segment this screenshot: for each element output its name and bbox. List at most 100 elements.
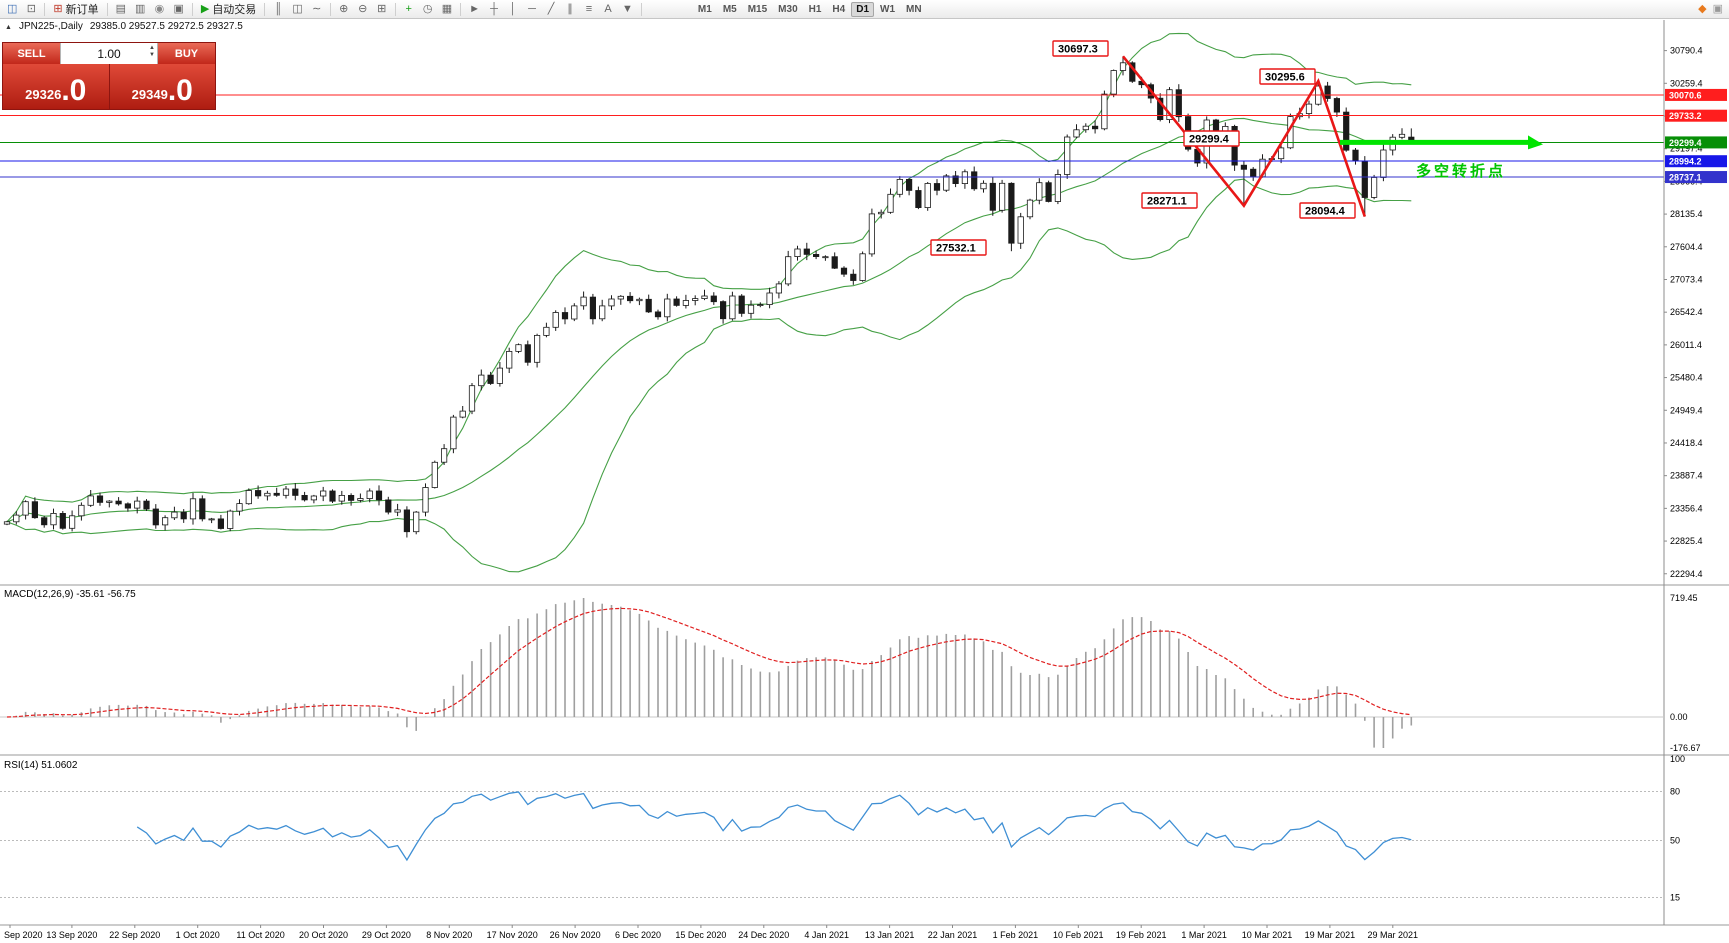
horizontal-line-icon[interactable]: ─ [523,1,541,18]
price-annotation-boxes[interactable]: 30697.3 30295.6 29299.4 28271.1 28094.4 27532… [930,40,1356,256]
svg-text:26011.4: 26011.4 [1670,340,1702,350]
indicators-add-icon[interactable]: + [400,1,418,18]
macd-label: MACD(12,26,9) -35.61 -56.75 719.45 0.00 -17… [4,589,1701,753]
timeframe-m30[interactable]: M30 [778,3,798,15]
chart-line-icon[interactable]: ∼ [308,1,326,18]
svg-text:17 Nov 2020: 17 Nov 2020 [487,930,538,940]
svg-text:29299.4: 29299.4 [1189,134,1230,146]
toolbar-separator [394,2,396,16]
chart-shift-marker: ▲ [5,24,12,31]
time-axis: Sep 2020 13 Sep 2020 22 Sep 2020 1 Oct 2020… [4,925,1418,940]
market-watch-icon[interactable]: ▤ [112,1,130,18]
channel-icon[interactable]: ∥ [561,1,579,18]
support-arrow[interactable] [1340,135,1543,150]
volume-value: 1.00 [97,46,121,61]
macd-signal-line [6,607,1412,718]
svg-text:100: 100 [1670,754,1685,764]
navigator-icon[interactable]: ◉ [150,1,168,18]
trade-price-row: 29326.0 29349.0 [3,64,215,109]
svg-text:22 Sep 2020: 22 Sep 2020 [109,930,160,940]
volume-spinner[interactable]: ▲ ▼ [149,45,155,59]
zoom-window-icon[interactable]: ⊡ [22,1,40,18]
svg-text:4 Jan 2021: 4 Jan 2021 [804,930,849,940]
fibonacci-icon[interactable]: ≡ [580,1,598,18]
alert-icon[interactable]: ◆ [1698,3,1707,15]
timeframe-m5[interactable]: M5 [722,3,737,15]
chart-bars-icon[interactable]: ║ [269,1,287,18]
svg-text:8 Nov 2020: 8 Nov 2020 [426,930,472,940]
new-order-button[interactable]: ⊞ 新订单 [49,1,102,18]
volume-input[interactable]: 1.00 ▲ ▼ [60,43,158,64]
trend-zigzag[interactable] [1121,55,1367,218]
templates-icon: ▦ [441,2,453,15]
toolbar-separator [460,2,462,16]
tile-windows-icon[interactable]: ⊞ [373,1,391,18]
autotrading-button[interactable]: ▶ 自动交易 [197,1,260,18]
timeframe-w1[interactable]: W1 [880,3,896,15]
svg-text:29 Oct 2020: 29 Oct 2020 [362,930,411,940]
timeframe-mn[interactable]: MN [906,3,922,15]
svg-text:13 Jan 2021: 13 Jan 2021 [865,930,915,940]
cursor-icon[interactable]: ► [465,1,484,18]
trendline-icon[interactable]: ╱ [542,1,560,18]
toolbar-separator [264,2,266,16]
svg-text:30070.6: 30070.6 [1669,90,1702,100]
horizontal-level-lines[interactable] [0,94,1664,178]
zoom-out-icon: ⊖ [358,2,368,15]
toolbar-separator [329,2,331,16]
svg-text:30295.6: 30295.6 [1265,72,1305,84]
svg-text:11 Oct 2020: 11 Oct 2020 [236,930,284,940]
chart-candles-icon[interactable]: ◫ [288,1,306,18]
timeframe-m1[interactable]: M1 [697,3,712,15]
fibonacci-icon: ≡ [585,2,593,15]
svg-text:25480.4: 25480.4 [1670,373,1703,383]
turning-point-text[interactable]: 多空转折点 [1416,162,1506,180]
spinner-up-icon[interactable]: ▲ [149,45,155,51]
templates-icon[interactable]: ▦ [438,1,456,18]
chart-candles-icon: ◫ [292,2,303,15]
timeframe-d1[interactable]: D1 [851,1,875,17]
svg-text:-176.67: -176.67 [1670,743,1701,753]
chart-window-icon: ◫ [7,2,18,15]
panel-separators [0,584,1729,926]
buy-button[interactable]: BUY [158,43,215,64]
data-window-icon[interactable]: ▥ [131,1,149,18]
vertical-line-icon: │ [509,2,517,15]
arrows-icon[interactable]: ▼ [618,1,637,18]
one-click-trading-panel: SELL 1.00 ▲ ▼ BUY 29326.0 29349.0 [2,42,216,110]
svg-text:29733.2: 29733.2 [1669,111,1702,121]
chart-window-icon[interactable]: ◫ [3,1,21,18]
ohlc-values: 29385.0 29527.5 29272.5 29327.5 [89,21,243,32]
sell-price[interactable]: 29326.0 [3,64,109,109]
svg-text:24 Dec 2020: 24 Dec 2020 [738,930,789,940]
tile-windows-icon: ⊞ [377,2,387,15]
svg-text:19 Mar 2021: 19 Mar 2021 [1305,930,1356,940]
vertical-line-icon[interactable]: │ [504,1,522,18]
indicators-add-icon: + [405,2,412,15]
svg-text:26542.4: 26542.4 [1670,307,1703,317]
spinner-down-icon[interactable]: ▼ [149,52,155,58]
crosshair-icon[interactable]: ┼ [485,1,503,18]
sell-button[interactable]: SELL [3,43,60,64]
timeframe-m15[interactable]: M15 [747,3,768,15]
layout-icon[interactable]: ▣ [1712,3,1723,15]
svg-text:22 Jan 2021: 22 Jan 2021 [928,930,978,940]
timeframe-h4[interactable]: H4 [832,3,846,15]
zoom-in-icon[interactable]: ⊕ [335,1,353,18]
terminal-icon[interactable]: ▣ [169,1,187,18]
zoom-out-icon[interactable]: ⊖ [354,1,372,18]
price-axis: 30790.430259.429728.429197.428666.428135… [1663,20,1727,925]
timeframe-h1[interactable]: H1 [808,3,822,15]
chart-bars-icon: ║ [274,2,283,15]
chart-line-icon: ∼ [312,2,322,15]
rsi-panel: RSI(14) 51.0602 100 80 50 15 [0,754,1685,903]
svg-text:0.00: 0.00 [1670,712,1688,722]
periods-icon[interactable]: ◷ [419,1,437,18]
data-window-icon: ▥ [135,2,146,15]
buy-price[interactable]: 29349.0 [108,64,215,109]
new-order-icon: ⊞ [53,2,63,15]
text-label-icon[interactable]: A [599,1,617,18]
terminal-icon: ▣ [173,2,184,15]
svg-text:28994.2: 28994.2 [1669,157,1702,167]
